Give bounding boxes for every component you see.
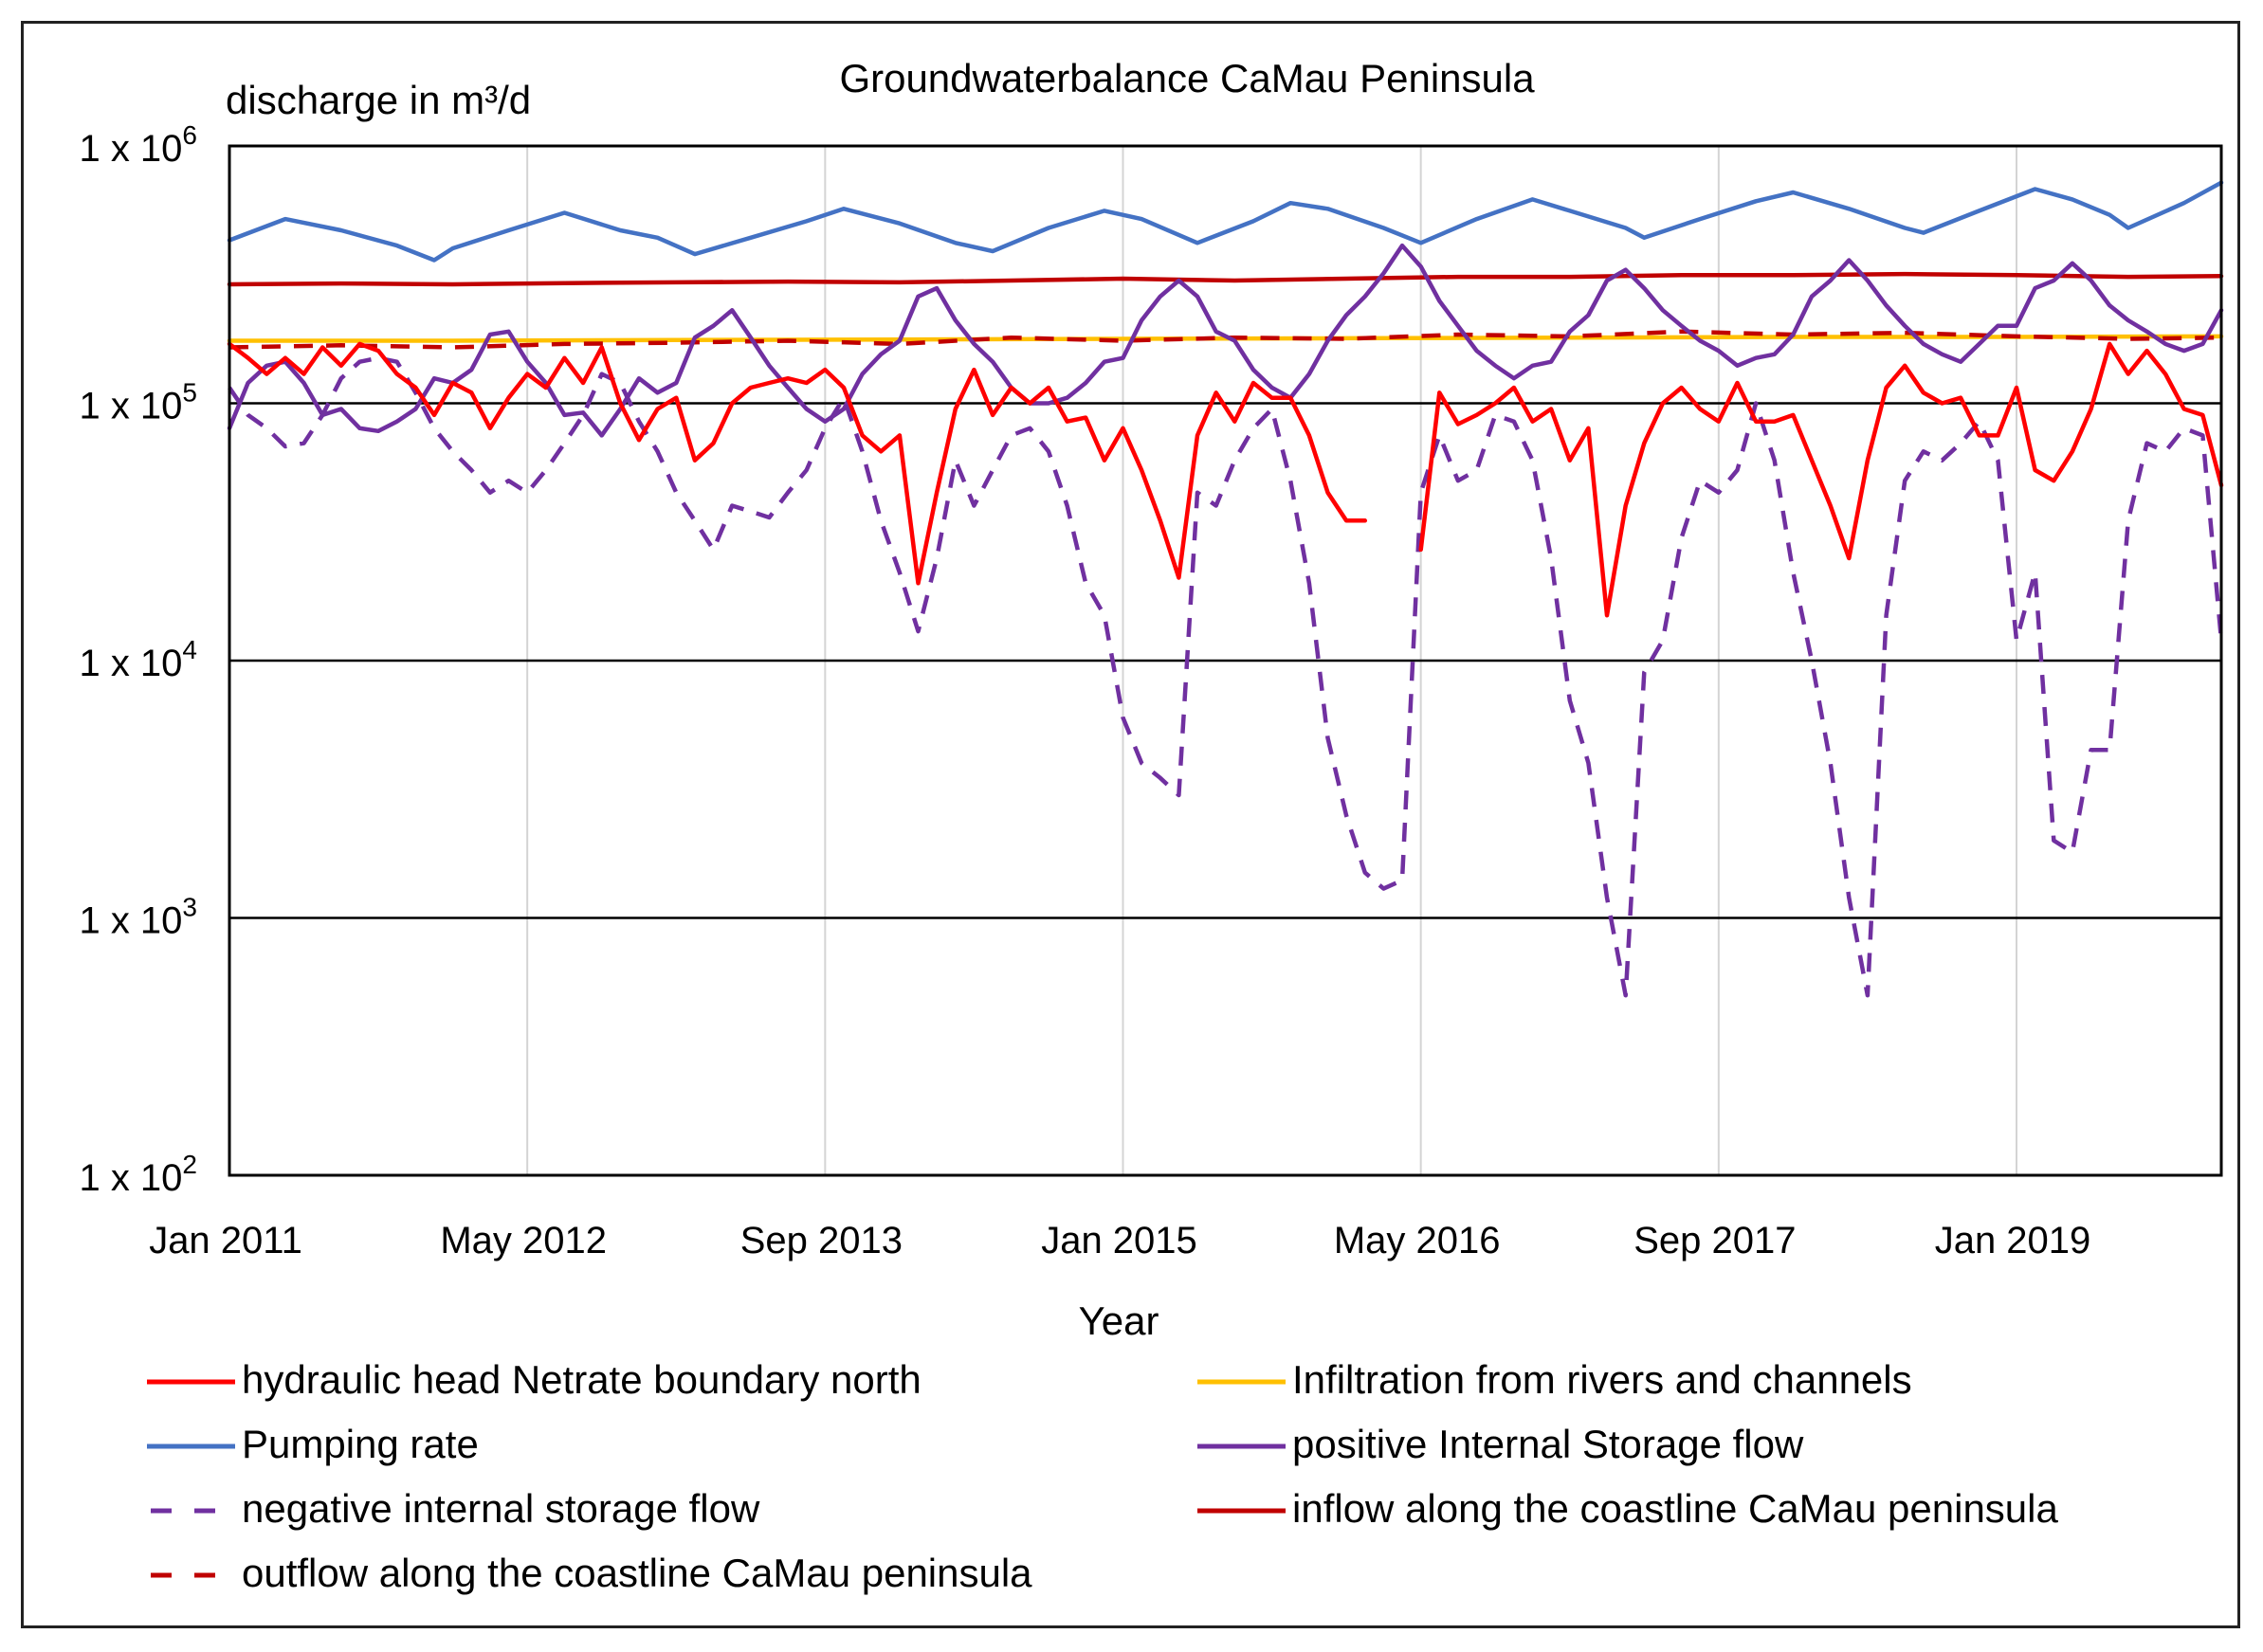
legend-entry-label: inflow along the coastline CaMau peninsu… bbox=[1292, 1486, 2058, 1531]
legend-entry-label: positive Internal Storage flow bbox=[1292, 1422, 1804, 1466]
legend: hydraulic head Netrate boundary north Inf… bbox=[147, 1357, 2058, 1595]
y-tick-exponent: 4 bbox=[182, 635, 197, 664]
x-axis-label: Year bbox=[1079, 1298, 1159, 1343]
series-line-pumping-rate bbox=[227, 180, 2224, 263]
y-axis-label: discharge in m³/d bbox=[226, 78, 531, 122]
series-line-inflow-along-the-coastline-camau-peninsula bbox=[227, 271, 2224, 287]
chart-title: Groundwaterbalance CaMau Peninsula bbox=[839, 56, 1535, 100]
y-tick-base: 1 x 10 bbox=[79, 900, 182, 942]
x-tick-label: May 2016 bbox=[1334, 1220, 1501, 1262]
x-tick-label: Jan 2019 bbox=[1935, 1220, 2091, 1262]
y-tick-base: 1 x 10 bbox=[79, 128, 182, 170]
plot-area-border bbox=[228, 144, 2223, 1177]
chart-frame bbox=[21, 21, 2240, 1628]
legend-entry-label: Infiltration from rivers and channels bbox=[1292, 1357, 1912, 1402]
series-line-hydraulic-head-netrate-boundary-north bbox=[227, 341, 1368, 586]
y-tick-exponent: 2 bbox=[182, 1150, 197, 1179]
gridlines bbox=[229, 146, 2221, 1175]
x-tick-label: May 2012 bbox=[440, 1220, 607, 1262]
series-line-hydraulic-head-netrate-boundary-north bbox=[1418, 341, 2224, 618]
y-tick-base: 1 x 10 bbox=[79, 386, 182, 427]
y-tick-base: 1 x 10 bbox=[79, 1157, 182, 1199]
series-line-negative-internal-storage-flow bbox=[228, 355, 2224, 998]
x-axis-ticks: Jan 2011 May 2012 Sep 2013 Jan 2015 May 2016… bbox=[149, 1220, 2090, 1262]
y-tick-label: 1 x 103 bbox=[79, 893, 197, 942]
series-line-positive-internal-storage-flow bbox=[227, 243, 2224, 438]
legend-entry-label: Pumping rate bbox=[242, 1422, 479, 1466]
series-layer bbox=[227, 180, 2224, 998]
y-tick-label: 1 x 105 bbox=[79, 378, 197, 427]
x-tick-label: Jan 2015 bbox=[1041, 1220, 1197, 1262]
legend-entry-label: hydraulic head Netrate boundary north bbox=[242, 1357, 922, 1402]
y-tick-exponent: 5 bbox=[182, 378, 197, 408]
series-line-outflow-along-the-coastline-camau-peninsula bbox=[228, 329, 2222, 350]
y-tick-label: 1 x 102 bbox=[79, 1150, 197, 1199]
x-tick-label: Jan 2011 bbox=[149, 1220, 302, 1262]
y-tick-base: 1 x 10 bbox=[79, 643, 182, 684]
y-tick-label: 1 x 104 bbox=[79, 635, 197, 684]
y-tick-exponent: 6 bbox=[182, 120, 197, 150]
y-tick-label: 1 x 106 bbox=[79, 120, 197, 170]
x-tick-label: Sep 2017 bbox=[1633, 1220, 1796, 1262]
legend-entry-label: outflow along the coastline CaMau penins… bbox=[242, 1551, 1032, 1595]
x-tick-label: Sep 2013 bbox=[740, 1220, 903, 1262]
y-tick-exponent: 3 bbox=[182, 893, 197, 922]
legend-entry-label: negative internal storage flow bbox=[242, 1486, 760, 1531]
